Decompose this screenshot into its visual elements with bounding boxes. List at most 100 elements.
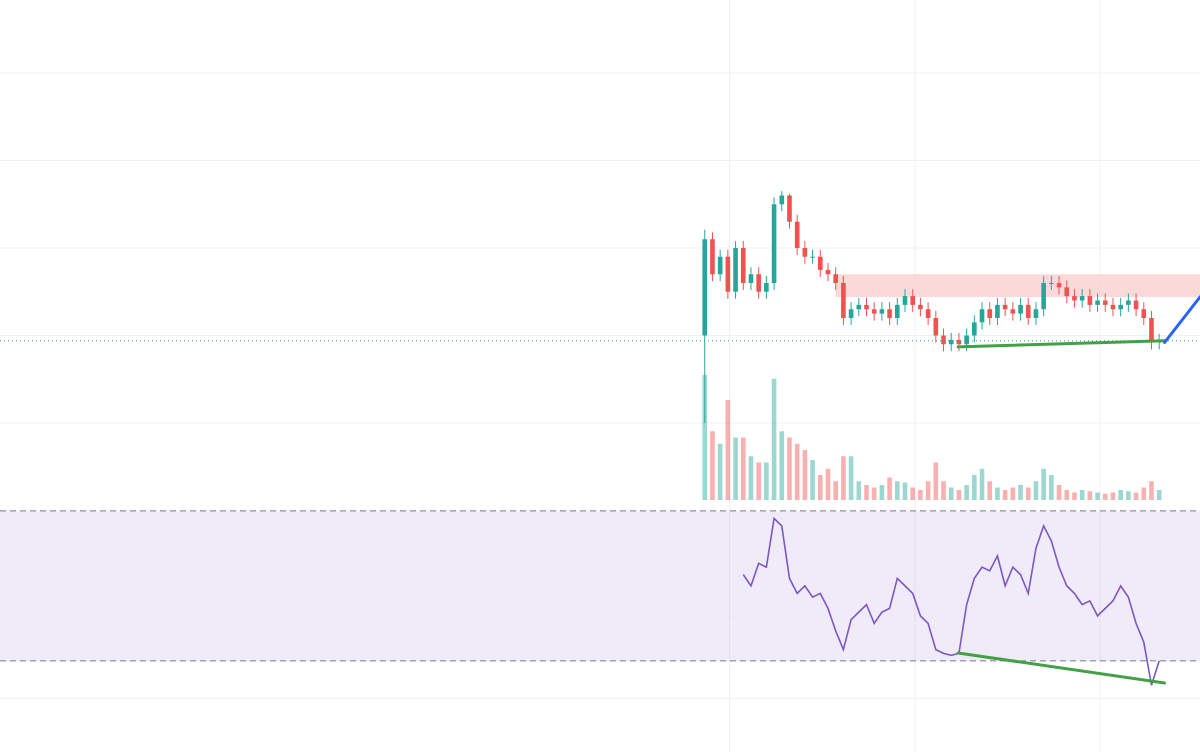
volume-bar [941,481,946,500]
volume-bar [1126,491,1131,500]
volume-bar [740,437,746,500]
candle-body [1049,282,1054,284]
volume-bar [933,462,939,500]
rsi-line [742,516,1160,686]
candle-body [1025,304,1031,318]
candle-body [1095,300,1100,305]
volume-bar [1033,481,1039,500]
volume-bar [1110,492,1116,500]
candle-body [1141,309,1147,318]
candle-body [748,274,754,283]
volume-bar [1018,485,1023,500]
volume-bar [1079,490,1085,500]
candle-body [856,304,862,310]
volume-bar [1049,475,1054,500]
candle-body [733,247,738,292]
volume-bar [1156,490,1162,500]
volume-bar [810,460,815,500]
candle-body [717,256,723,275]
volume-bar [817,475,823,500]
volume-bar [748,456,754,500]
trend-line [956,339,1167,349]
candle-body [910,296,916,305]
candle-body [710,239,715,275]
volume-bar [825,468,831,500]
volume-bar [794,443,800,500]
volume-bar [987,481,993,500]
candle-body [1072,296,1077,301]
volume-bar [764,462,769,500]
candle-body [1056,282,1062,288]
candle-body [841,282,846,318]
candle-body [948,339,954,345]
candle-body [902,296,908,305]
volume-bar [802,450,808,500]
trend-line [956,651,1167,685]
candle-body [1033,309,1039,318]
volume-bar [948,487,954,500]
volume-bar [918,490,923,500]
candle-body [1064,287,1070,297]
candle-body [702,239,708,336]
candle-body [740,247,746,283]
candle-body [918,304,923,310]
volume-bar [902,482,908,500]
candle-body [964,335,969,345]
volume-bar [725,400,731,500]
candle-body [956,339,962,345]
candle-body [887,309,892,318]
volume-bar [841,456,846,500]
candle-body [1041,282,1046,310]
candle-body [1110,304,1116,310]
rsi-band [0,510,1200,661]
volume-bar [979,468,985,500]
volume-bar [1010,487,1016,500]
candle-body [864,304,869,310]
volume-bar [871,487,877,500]
candle-body [995,304,1000,318]
candle-body [987,309,993,318]
volume-bar [1087,491,1093,500]
volume-bar [1072,492,1077,500]
volume-bar [1102,493,1108,500]
volume-bar [733,437,738,500]
volume-bar [756,462,761,500]
zone [835,274,1200,297]
volume-bar [995,487,1000,500]
candle-body [771,204,777,283]
volume-bar [1002,490,1008,500]
volume-bar [910,487,916,500]
candle-body [879,309,885,314]
volume-bar [887,477,892,500]
candle-body [1133,300,1139,310]
volume-bar [1056,485,1062,500]
volume-bar [925,481,931,500]
candle-body [1126,300,1131,305]
volume-bar [1149,481,1154,500]
candle-body [817,256,823,270]
volume-bar [964,485,969,500]
volume-bar [879,485,885,500]
volume-bar [717,443,723,500]
candle-body [825,269,831,275]
volume-bar [864,485,869,500]
volume-bar [771,378,777,500]
candle-body [1018,304,1023,314]
candle-body [1087,296,1093,305]
candle-body [802,247,808,257]
volume-bar [1064,490,1070,500]
volume-bar [1025,487,1031,500]
candle-body [810,256,815,258]
volume-bar [1141,487,1147,500]
candle-body [894,304,900,318]
volume-bar [833,481,838,500]
volume-bar [1118,490,1123,500]
trend-line [1163,295,1200,344]
volume-bar [972,475,977,500]
candle-body [756,274,761,292]
candle-body [1079,296,1085,301]
volume-bar [710,431,715,500]
candle-body [848,309,854,318]
